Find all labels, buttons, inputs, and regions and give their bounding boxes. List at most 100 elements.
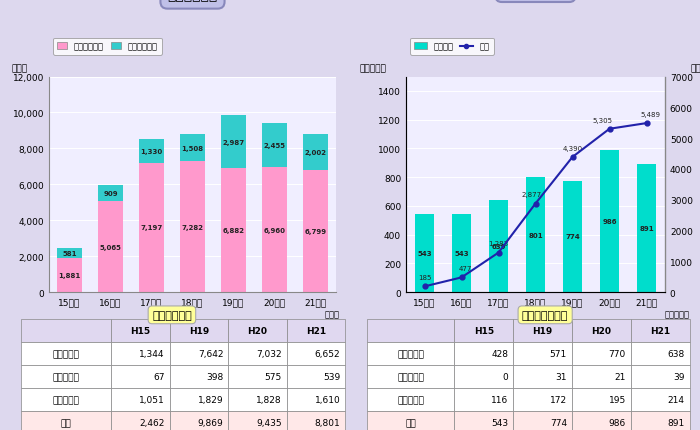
Text: 総計: 総計 [60,418,71,427]
Text: 195: 195 [608,395,626,404]
Text: 5,489: 5,489 [640,112,660,118]
Bar [367,388,454,411]
Bar [452,215,470,292]
Bar [572,343,631,366]
Text: 6,652: 6,652 [315,350,340,359]
Bar [57,248,82,259]
Bar [169,388,228,411]
Text: 774: 774 [550,418,567,427]
Bar [20,366,111,388]
Bar [57,259,82,292]
Bar [169,366,228,388]
Bar [367,320,454,343]
Text: （百万円）: （百万円） [359,64,386,73]
Text: 39: 39 [673,372,685,381]
Text: 428: 428 [491,350,508,359]
Text: 特許出願件数: 特許出願件数 [167,0,218,3]
Text: 特許出願件数: 特許出願件数 [152,310,192,320]
Bar [169,343,228,366]
Text: 1,828: 1,828 [256,395,282,404]
Bar [454,320,513,343]
Bar [513,320,572,343]
Text: 116: 116 [491,395,508,404]
Text: H15: H15 [130,327,150,336]
Bar [637,165,656,292]
Bar [20,320,111,343]
Bar [572,366,631,388]
Bar [111,343,169,366]
Bar [169,411,228,430]
Text: 0: 0 [503,372,508,381]
Bar [287,411,345,430]
Text: 543: 543 [491,418,508,427]
Bar [454,411,513,430]
Text: 185: 185 [418,275,431,281]
Text: 539: 539 [323,372,340,381]
Text: （件）: （件） [325,310,340,319]
Text: 67: 67 [153,372,164,381]
Bar [303,135,328,171]
Text: 2,987: 2,987 [223,139,244,145]
Bar [98,185,122,202]
Bar [180,162,205,292]
Text: 891: 891 [639,226,654,231]
Bar [513,388,572,411]
Text: 1,829: 1,829 [197,395,223,404]
Text: 国立大学等: 国立大学等 [398,350,424,359]
Text: （件）: （件） [12,64,28,73]
Bar [287,388,345,411]
Text: 9,435: 9,435 [256,418,282,427]
Text: 770: 770 [608,350,626,359]
Text: 公立大学等: 公立大学等 [52,372,79,381]
Text: 477: 477 [458,266,472,272]
Legend: 国内出願件数, 外国出願件数: 国内出願件数, 外国出願件数 [53,39,162,56]
Bar [454,388,513,411]
Bar [228,411,287,430]
Bar [526,178,545,292]
Bar [20,388,111,411]
Text: 5,305: 5,305 [592,117,612,123]
Bar [631,388,690,411]
Text: 774: 774 [565,234,580,240]
Text: 21: 21 [615,372,626,381]
Bar [287,343,345,366]
Text: 1,344: 1,344 [139,350,164,359]
Bar [20,411,111,430]
Bar [572,411,631,430]
Text: 2,455: 2,455 [263,143,286,149]
Bar [513,366,572,388]
Bar [228,343,287,366]
Bar [262,168,287,292]
Text: 1,330: 1,330 [141,148,162,154]
Text: H15: H15 [474,327,494,336]
Bar [228,320,287,343]
Text: 公立大学等: 公立大学等 [398,372,424,381]
Bar [169,320,228,343]
Bar [631,366,690,388]
Bar [111,320,169,343]
Bar [139,163,164,292]
Text: 986: 986 [602,219,617,225]
Text: 214: 214 [668,395,685,404]
Text: 2,877: 2,877 [522,192,542,198]
Text: 1,881: 1,881 [58,273,80,279]
Text: 1,508: 1,508 [181,145,204,151]
Bar [303,171,328,292]
Bar [367,411,454,430]
Text: 543: 543 [454,251,469,256]
Bar [111,411,169,430]
Text: 1,051: 1,051 [139,395,164,404]
Text: 4,390: 4,390 [562,145,582,151]
Text: 575: 575 [265,372,282,381]
Bar [631,411,690,430]
Bar [287,366,345,388]
Text: 986: 986 [608,418,626,427]
Text: 9,869: 9,869 [197,418,223,427]
Bar [139,140,164,163]
Text: H21: H21 [306,327,326,336]
Text: 1,283: 1,283 [489,241,509,247]
Text: 581: 581 [62,251,77,256]
Text: （百万円）: （百万円） [664,310,690,319]
Text: 6,799: 6,799 [304,228,327,234]
Text: 特許実施料収入: 特許実施料収入 [522,310,568,320]
